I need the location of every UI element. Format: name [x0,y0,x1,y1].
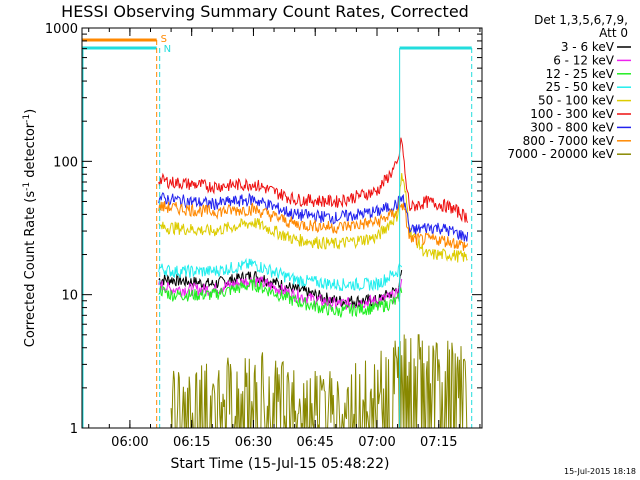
y-tick-label: 100 [53,155,78,170]
attenuator-flags: SN [82,34,473,428]
flag-n-label: N [164,44,171,55]
series-line-12-25-kev [158,277,403,318]
legend-label: 100 - 300 keV [530,107,614,121]
x-tick-label: 06:15 [173,435,210,450]
legend-header-1: Det 1,3,5,6,7,9, [534,13,628,27]
legend-label: 300 - 800 keV [530,120,614,134]
chart-title: HESSI Observing Summary Count Rates, Cor… [61,2,469,21]
legend-label: 12 - 25 keV [546,67,615,81]
x-axis-label: Start Time (15-Jul-15 05:48:22) [170,456,389,472]
series-line-25-50-kev [158,257,403,292]
legend-label: 25 - 50 keV [546,80,615,94]
legend-header-2: Att 0 [599,26,628,40]
x-tick-label: 06:45 [296,435,333,450]
series-line-300-800-kev [158,191,469,242]
y-axis-label-main: Corrected Count Rate (s [23,191,38,348]
y-axis-label-mid: detector [23,122,38,182]
x-tick-label: 07:15 [420,435,457,450]
legend-label: 800 - 7000 keV [523,134,615,148]
y-axis-label: Corrected Count Rate (s-1 detector-1) [22,109,38,347]
y-tick-label: 1000 [45,22,78,37]
plot-frame [81,27,483,429]
y-axis-label-sup1: -1 [22,182,32,191]
y-tick-label: 10 [61,289,78,304]
y-axis-label-end: ) [23,109,38,114]
y-axis-label-sup2: -1 [22,114,32,123]
legend-label: 50 - 100 keV [538,94,615,108]
series-line-6-12-kev [158,276,403,310]
legend-label: 6 - 12 keV [553,53,615,67]
x-tick-label: 06:30 [235,435,272,450]
x-tick-label: 06:00 [111,435,148,450]
series-line-800-7000-kev [158,201,469,251]
x-tick-label: 07:00 [358,435,395,450]
axes: 06:00 06:15 06:30 06:45 07:00 07:15 1 10 100 1000 [45,22,482,450]
flag-s-label: S [161,34,167,45]
y-tick-label: 1 [70,422,78,437]
legend-label: 3 - 6 keV [561,40,615,54]
legend-label: 7000 - 20000 keV [507,147,614,161]
series-line-100-300-kev [158,137,469,223]
timestamp: 15-Jul-2015 18:18 [564,467,636,476]
